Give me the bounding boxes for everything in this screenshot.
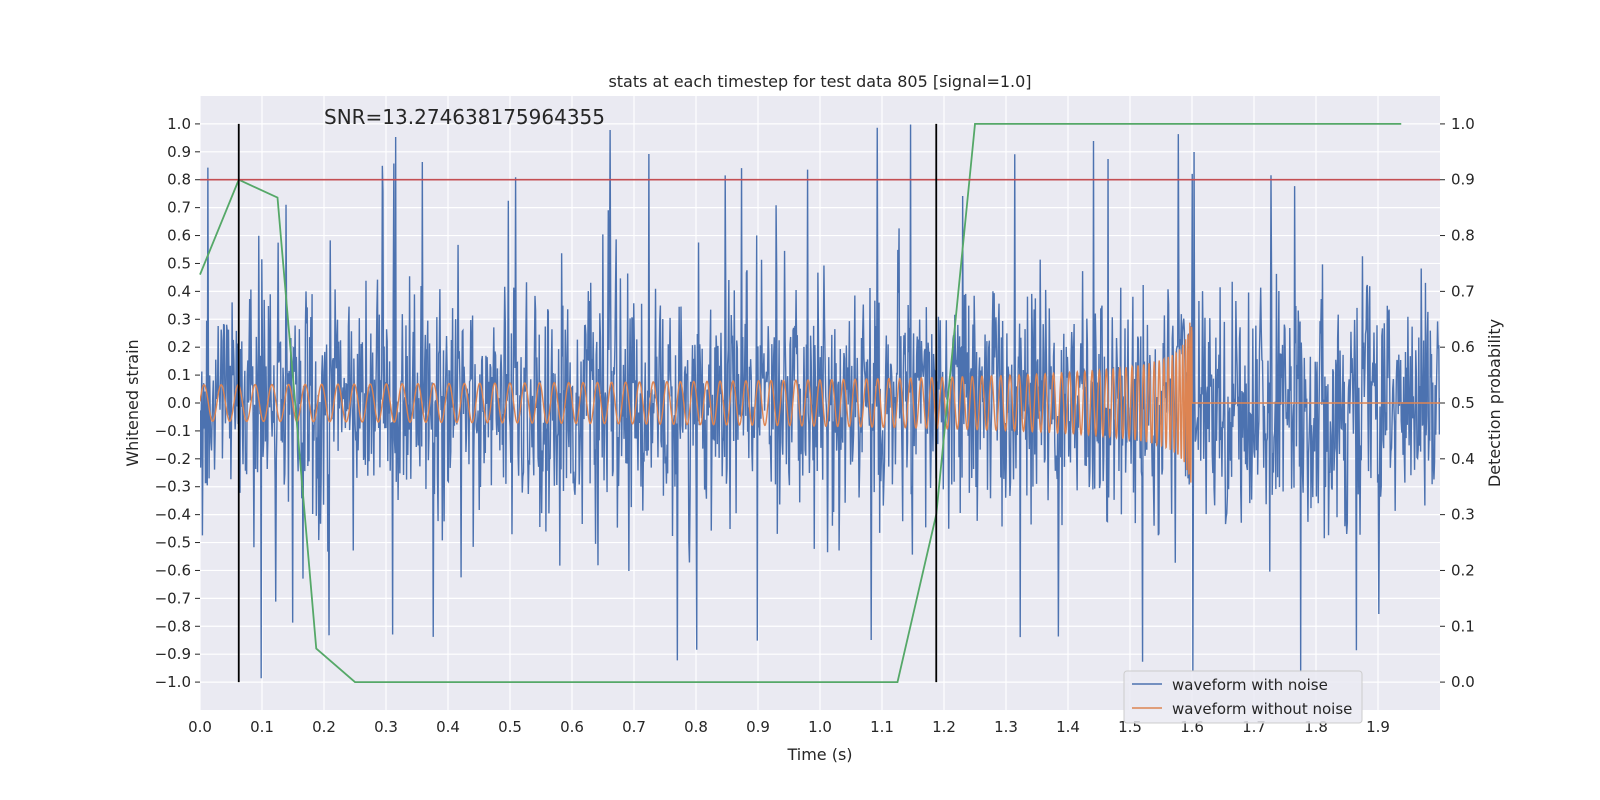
x-tick-label: 0.7 xyxy=(622,718,646,736)
y-right-axis-ticks: 1.0 0.9 0.8 0.7 0.6 0.5 0.4 0.3 0.2 0.1 0.0 xyxy=(1440,115,1475,691)
x-tick-label: 0.0 xyxy=(188,718,212,736)
y-left-tick-label: 0.4 xyxy=(167,282,191,300)
y-left-tick-label: 0.0 xyxy=(167,394,191,412)
y-left-tick-label: −0.9 xyxy=(155,645,191,663)
legend-label-noise: waveform with noise xyxy=(1172,676,1328,694)
legend-label-clean: waveform without noise xyxy=(1172,700,1352,718)
clean-waveform-line xyxy=(200,322,1440,483)
y-left-tick-label: −0.7 xyxy=(155,589,191,607)
y-left-tick-label: −0.1 xyxy=(155,422,191,440)
snr-annotation: SNR=13.274638175964355 xyxy=(324,105,605,129)
x-tick-label: 0.1 xyxy=(250,718,274,736)
x-tick-label: 1.1 xyxy=(870,718,894,736)
reference-lines xyxy=(200,123,1440,683)
y-left-tick-label: −0.8 xyxy=(155,617,191,635)
y-right-tick-label: 1.0 xyxy=(1451,115,1475,133)
y-right-tick-label: 0.2 xyxy=(1451,561,1475,579)
legend: waveform with noise waveform without noi… xyxy=(1123,670,1363,724)
y-right-tick-label: 0.8 xyxy=(1451,227,1475,245)
y-left-tick-label: −1.0 xyxy=(155,673,191,691)
x-tick-label: 0.5 xyxy=(498,718,522,736)
y-right-tick-label: 0.7 xyxy=(1451,282,1475,300)
y-right-tick-label: 0.9 xyxy=(1451,171,1475,189)
y-right-tick-label: 0.3 xyxy=(1451,506,1475,524)
x-tick-label: 0.6 xyxy=(560,718,584,736)
y-left-tick-label: 0.9 xyxy=(167,143,191,161)
y-left-axis-ticks: 1.0 0.9 0.8 0.7 0.6 0.5 0.4 0.3 0.2 0.1 0.0 −0.1 −0.… xyxy=(155,115,200,691)
y-right-tick-label: 0.5 xyxy=(1451,394,1475,412)
y-left-tick-label: 0.2 xyxy=(167,338,191,356)
y-right-axis-label: Detection probability xyxy=(1485,319,1504,487)
chart-title: stats at each timestep for test data 805… xyxy=(608,72,1031,91)
y-left-tick-label: 0.3 xyxy=(167,310,191,328)
legend-box xyxy=(1123,670,1363,724)
x-tick-label: 0.3 xyxy=(374,718,398,736)
y-left-tick-label: −0.3 xyxy=(155,478,191,496)
y-left-tick-label: 0.1 xyxy=(167,366,191,384)
y-right-tick-label: 0.0 xyxy=(1451,673,1475,691)
x-tick-label: 1.9 xyxy=(1366,718,1390,736)
x-tick-label: 1.0 xyxy=(808,718,832,736)
y-left-tick-label: 0.8 xyxy=(167,171,191,189)
y-left-tick-label: 0.7 xyxy=(167,199,191,217)
x-tick-label: 1.3 xyxy=(994,718,1018,736)
y-right-tick-label: 0.4 xyxy=(1451,450,1475,468)
y-left-tick-label: 0.5 xyxy=(167,254,191,272)
x-tick-label: 0.2 xyxy=(312,718,336,736)
y-left-tick-label: 1.0 xyxy=(167,115,191,133)
detection-probability-line xyxy=(199,123,1402,683)
y-right-tick-label: 0.6 xyxy=(1451,338,1475,356)
y-left-tick-label: 0.6 xyxy=(167,227,191,245)
y-left-axis-label: Whitened strain xyxy=(123,339,142,466)
x-axis-label: Time (s) xyxy=(786,745,852,764)
x-tick-label: 0.9 xyxy=(746,718,770,736)
series-waveform-without-noise xyxy=(200,322,1440,483)
series-detection-probability xyxy=(199,123,1402,683)
y-left-tick-label: −0.6 xyxy=(155,561,191,579)
y-right-tick-label: 0.1 xyxy=(1451,617,1475,635)
y-left-tick-label: −0.2 xyxy=(155,450,191,468)
x-tick-label: 1.2 xyxy=(932,718,956,736)
x-tick-label: 0.4 xyxy=(436,718,460,736)
y-left-tick-label: −0.5 xyxy=(155,534,191,552)
x-tick-label: 1.4 xyxy=(1056,718,1080,736)
x-tick-label: 0.8 xyxy=(684,718,708,736)
y-left-tick-label: −0.4 xyxy=(155,506,191,524)
